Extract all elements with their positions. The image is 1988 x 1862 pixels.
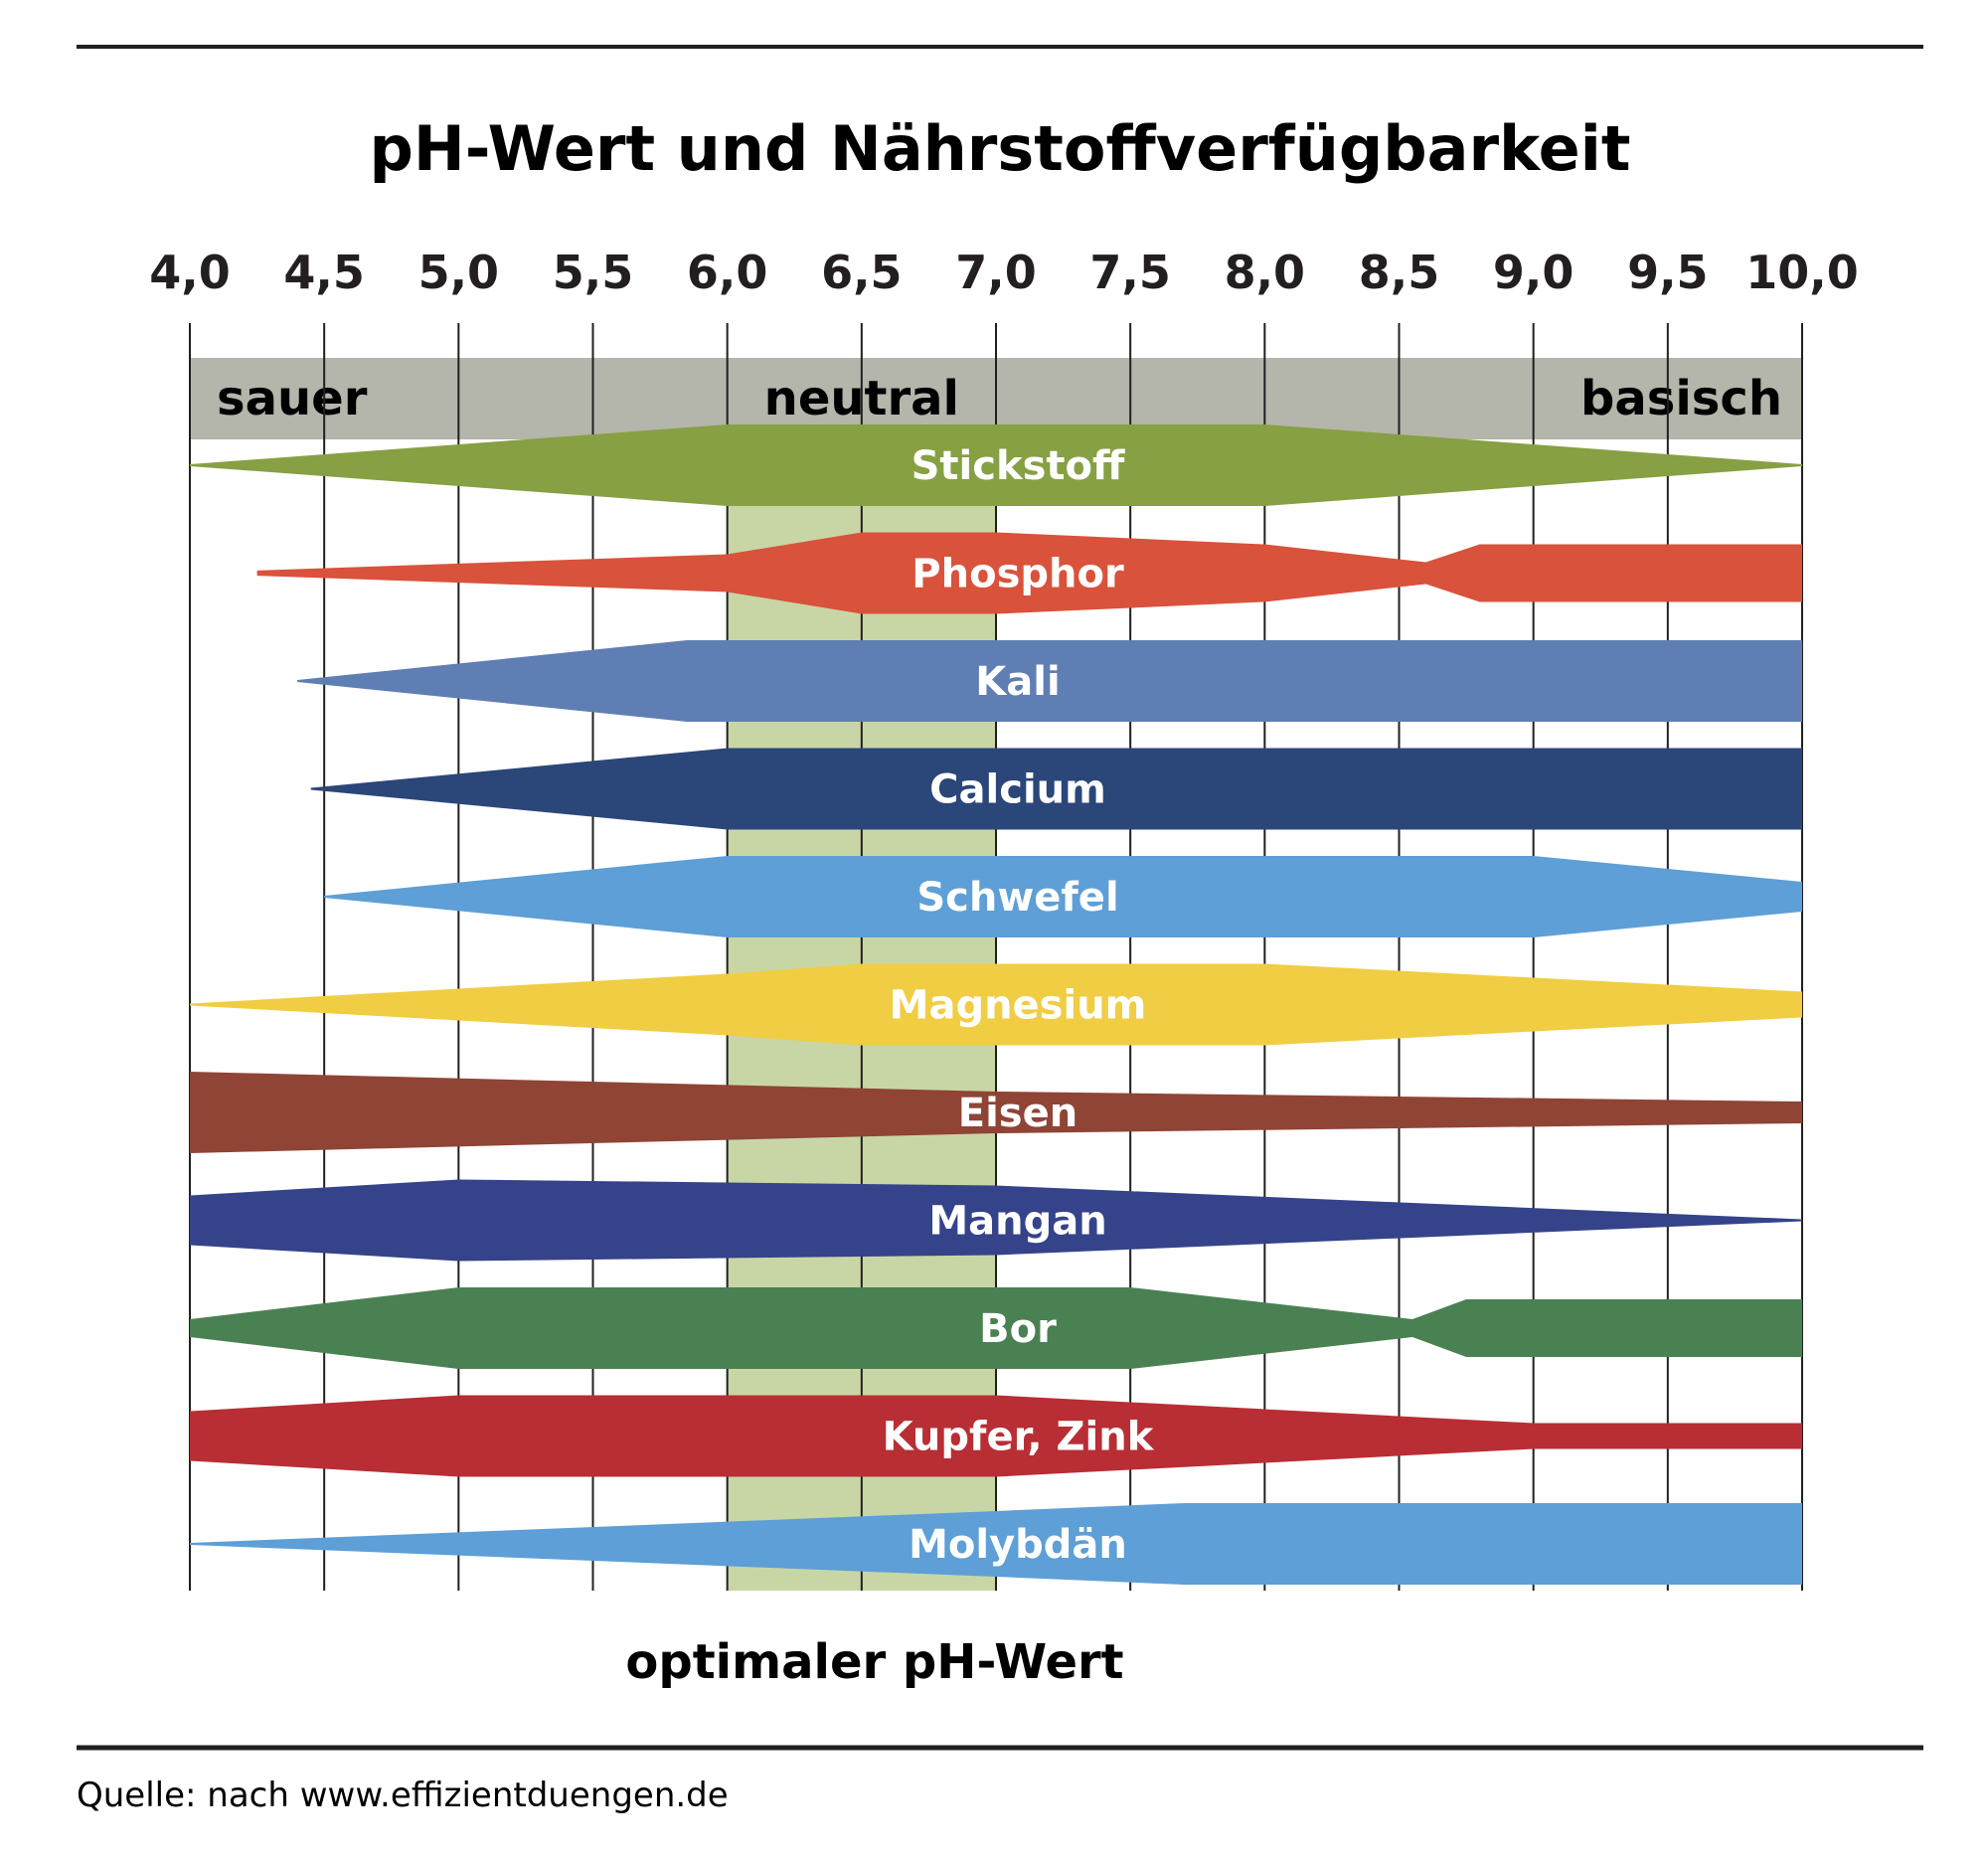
band-label-magnesium: Magnesium [890, 983, 1147, 1029]
zone-label-basisch: basisch [1580, 371, 1782, 426]
band-shape-kupfer-zink [190, 1395, 1802, 1477]
band-label-kupfer-zink: Kupfer, Zink [883, 1415, 1155, 1460]
x-tick-label: 8,5 [1359, 246, 1440, 299]
gridlines [189, 323, 1803, 1591]
band-stickstoff: Stickstoff [190, 424, 1802, 506]
nutrient-bands: Stickstoff Phosphor Kali Calcium Schwefel Mag… [190, 424, 1803, 1585]
x-tick-label: 5,5 [553, 246, 634, 299]
band-label-schwefel: Schwefel [916, 875, 1118, 921]
band-shape-stickstoff [190, 424, 1802, 506]
chart-title: pH-Wert und Nährstoffverfügbarkeit [369, 112, 1630, 185]
band-kali: Kali [297, 640, 1803, 722]
band-shape-phosphor [256, 532, 1803, 614]
x-tick-label: 5,0 [418, 246, 500, 299]
band-label-eisen: Eisen [958, 1091, 1077, 1136]
band-schwefel: Schwefel [324, 856, 1803, 937]
band-label-kali: Kali [975, 659, 1060, 705]
x-tick-label: 4,0 [149, 246, 231, 299]
band-kupfer-zink: Kupfer, Zink [190, 1395, 1802, 1477]
band-shape-mangan [190, 1179, 1802, 1262]
x-tick-label: 9,0 [1493, 246, 1574, 299]
band-shape-magnesium [190, 963, 1802, 1046]
band-label-phosphor: Phosphor [911, 552, 1124, 597]
x-tick-label: 9,5 [1627, 246, 1709, 299]
band-shape-kali [297, 640, 1803, 722]
band-phosphor: Phosphor [256, 532, 1803, 614]
band-eisen: Eisen [190, 1072, 1802, 1153]
x-tick-label: 6,5 [821, 246, 903, 299]
band-label-calcium: Calcium [929, 767, 1106, 813]
band-shape-molybdän [190, 1503, 1802, 1585]
band-shape-bor [190, 1287, 1802, 1369]
band-label-bor: Bor [979, 1306, 1057, 1352]
optimal-ph-label: optimaler pH-Wert [625, 1634, 1123, 1690]
zone-label-sauer: sauer [217, 371, 368, 426]
x-tick-label: 7,0 [955, 246, 1037, 299]
band-shape-schwefel [324, 856, 1803, 937]
band-label-molybdän: Molybdän [909, 1522, 1127, 1568]
band-shape-eisen [190, 1072, 1802, 1153]
x-tick-label: 7,5 [1089, 246, 1171, 299]
band-label-mangan: Mangan [928, 1199, 1106, 1245]
band-magnesium: Magnesium [190, 963, 1802, 1046]
x-tick-label: 6,0 [687, 246, 768, 299]
source-note: Quelle: nach www.effizientduengen.de [77, 1776, 729, 1815]
x-tick-label: 10,0 [1745, 246, 1859, 299]
band-label-stickstoff: Stickstoff [911, 443, 1125, 489]
x-tick-label: 4,5 [283, 246, 365, 299]
band-mangan: Mangan [190, 1179, 1802, 1262]
x-axis-ticks: 4,0 4,5 5,0 5,5 6,0 6,5 7,0 7,5 8,0 8,5 9,0 9,5 10,0 [149, 246, 1859, 299]
band-molybdän: Molybdän [190, 1503, 1802, 1585]
band-shape-calcium [310, 748, 1803, 830]
band-bor: Bor [190, 1287, 1802, 1369]
x-tick-label: 8,0 [1225, 246, 1306, 299]
band-calcium: Calcium [310, 748, 1803, 830]
